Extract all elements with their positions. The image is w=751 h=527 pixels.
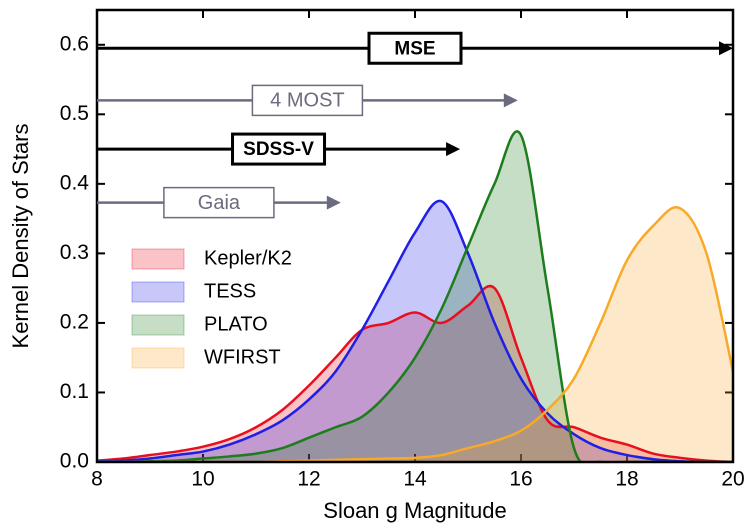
x-tick-label: 10 <box>191 468 214 491</box>
series-area <box>97 131 733 462</box>
range-label: SDSS-V <box>243 139 314 160</box>
range-box <box>231 132 327 166</box>
series-area <box>97 201 733 462</box>
range-box <box>367 31 463 65</box>
x-axis-label: Sloan g Magnitude <box>323 498 506 523</box>
plot-frame <box>95 8 735 464</box>
arrow-head <box>503 93 518 108</box>
y-axis-label: Kernel Density of Stars <box>8 124 33 349</box>
series-line <box>97 206 733 462</box>
range-label: 4 MOST <box>270 90 344 112</box>
series-line <box>97 284 733 462</box>
legend-swatch <box>131 314 185 336</box>
y-tick-label: 0.1 <box>60 380 89 403</box>
arrow-head <box>326 195 341 210</box>
range-label: Gaia <box>198 192 241 214</box>
legend-label: Kepler/K2 <box>204 247 292 269</box>
arrow-head <box>719 41 733 56</box>
y-tick-label: 0.2 <box>60 310 89 333</box>
series-line <box>97 130 733 462</box>
y-tick-label: 0.6 <box>60 32 89 55</box>
y-tick-label: 0.5 <box>60 102 89 125</box>
arrow-head <box>446 142 461 157</box>
series-area <box>97 207 733 462</box>
x-tick-label: 16 <box>509 468 532 491</box>
range-box <box>163 186 275 219</box>
legend-swatch <box>131 281 185 303</box>
x-tick-label: 12 <box>297 468 320 491</box>
legend-label: TESS <box>204 280 256 302</box>
legend-swatch <box>131 347 185 369</box>
x-tick-label: 14 <box>403 468 427 491</box>
legend-swatch <box>131 248 185 270</box>
legend-label: WFIRST <box>204 346 281 368</box>
y-tick-label: 0.0 <box>60 450 89 473</box>
range-label: MSE <box>394 38 435 59</box>
x-tick-label: 20 <box>721 468 744 491</box>
x-tick-label: 18 <box>615 468 638 491</box>
series-area <box>97 286 733 462</box>
range-box <box>251 84 364 117</box>
y-tick-label: 0.4 <box>60 171 90 194</box>
y-tick-label: 0.3 <box>60 241 89 264</box>
series-line <box>97 199 733 462</box>
plot-area <box>97 130 733 462</box>
legend-label: PLATO <box>204 313 268 335</box>
x-tick-label: 8 <box>91 468 103 491</box>
